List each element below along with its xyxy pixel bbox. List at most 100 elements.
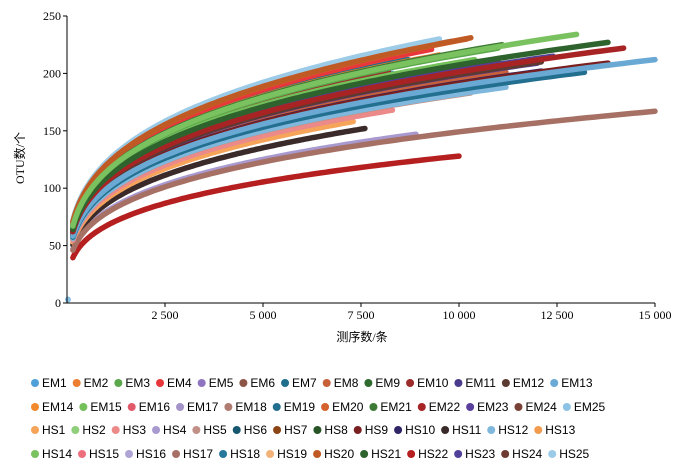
x-tick-label: 10 000 [443,308,476,322]
x-tick-label: 7 500 [348,308,375,322]
legend-label-em10: EM10 [417,376,449,390]
legend-marker-hs5 [192,426,201,434]
legend-label-hs7: HS7 [284,423,308,437]
legend-marker-hs24 [501,450,510,458]
y-axis-title: OTU数/个 [12,132,27,184]
legend-label-hs2: HS2 [82,423,106,437]
legend-marker-hs18 [219,450,228,458]
legend-label-hs9: HS9 [365,423,389,437]
legend-label-em17: EM17 [187,400,219,414]
x-tick-label: 5 000 [250,308,277,322]
legend-label-em19: EM19 [284,400,316,414]
legend-marker-em12 [501,379,510,387]
legend-label-em1: EM1 [42,376,67,390]
legend-label-hs21: HS21 [371,447,401,461]
legend-marker-hs1 [31,426,39,434]
legend-marker-hs16 [125,450,134,458]
legend-label-em15: EM15 [90,400,122,414]
legend-marker-hs6 [232,426,241,434]
legend-label-em2: EM2 [84,376,109,390]
legend-marker-hs25 [548,450,557,458]
x-tick-label: 12 500 [541,308,574,322]
legend-marker-hs9 [353,426,362,434]
legend-marker-em22 [417,403,426,411]
legend-marker-em10 [406,379,415,387]
legend-marker-em2 [72,379,81,387]
series-line-hs11 [70,125,368,248]
legend-label-em5: EM5 [209,376,234,390]
legend-marker-em6 [239,379,248,387]
series-line-hs14 [70,31,580,229]
legend-label-em12: EM12 [513,376,545,390]
legend-label-hs17: HS17 [183,447,213,461]
legend-label-em9: EM9 [375,376,400,390]
legend-marker-hs12 [487,426,496,434]
y-tick-label: 150 [43,124,61,138]
legend-label-hs24: HS24 [512,447,542,461]
origin-point [65,296,71,303]
series-line-em13 [70,56,658,239]
legend-label-em6: EM6 [250,376,275,390]
legend-label-em22: EM22 [429,400,461,414]
series-line-hs17 [70,108,658,253]
legend-marker-em18 [224,403,233,411]
x-ticks: 2 500 5 000 7 500 10 000 12 500 15 000 [152,303,672,322]
legend-marker-em5 [197,379,206,387]
x-tick-label: 15 000 [639,308,672,322]
legend-label-em16: EM16 [139,400,171,414]
legend-label-hs23: HS23 [465,447,495,461]
y-ticks: 0 50 100 150 200 250 [43,9,67,310]
legend-marker-em23 [466,403,475,411]
legend-marker-em21 [369,403,378,411]
legend-label-hs3: HS3 [123,423,147,437]
legend-label-hs16: HS16 [136,447,166,461]
y-tick-label: 0 [55,296,61,310]
legend-marker-em16 [127,403,136,411]
legend-label-hs11: HS11 [452,423,481,437]
series-line-hs21 [70,39,611,233]
legend: EM1 EM2 EM3 EM4 EM5 EM6 EM7 EM8 EM9 EM10 EM11 EM12 E… [31,376,605,461]
legend-label-hs25: HS25 [559,447,589,461]
legend-marker-em7 [281,379,290,387]
plot-area [65,31,658,303]
legend-marker-em20 [321,403,330,411]
legend-marker-hs14 [31,450,39,458]
legend-marker-hs3 [111,426,120,434]
legend-marker-em25 [562,403,571,411]
legend-marker-em11 [454,379,463,387]
legend-marker-hs15 [78,450,87,458]
legend-label-em4: EM4 [167,376,192,390]
legend-label-em25: EM25 [574,400,606,414]
legend-marker-hs17 [172,450,181,458]
legend-marker-em14 [31,403,39,411]
legend-marker-em24 [514,403,523,411]
legend-marker-hs13 [534,426,543,434]
y-tick-label: 100 [43,181,61,195]
x-tick-label: 2 500 [152,308,179,322]
y-tick-label: 200 [43,66,61,80]
legend-label-em3: EM3 [125,376,150,390]
series-line-hs20 [70,35,474,225]
legend-label-hs14: HS14 [42,447,72,461]
legend-label-em20: EM20 [332,400,364,414]
legend-marker-em13 [550,379,559,387]
legend-label-hs8: HS8 [324,423,348,437]
legend-label-hs1: HS1 [42,423,66,437]
y-tick-label: 50 [49,239,61,253]
legend-label-hs6: HS6 [244,423,268,437]
legend-marker-em4 [156,379,165,387]
legend-marker-hs2 [71,426,80,434]
legend-marker-em9 [364,379,373,387]
legend-label-em14: EM14 [42,400,74,414]
legend-label-hs5: HS5 [203,423,227,437]
series-line-hs22 [70,153,462,261]
legend-label-em11: EM11 [465,376,496,390]
legend-label-hs10: HS10 [405,423,435,437]
legend-label-em8: EM8 [334,376,359,390]
legend-marker-hs21 [360,450,369,458]
legend-marker-hs11 [441,426,450,434]
legend-marker-em15 [79,403,88,411]
legend-label-hs13: HS13 [545,423,575,437]
legend-label-hs15: HS15 [89,447,119,461]
